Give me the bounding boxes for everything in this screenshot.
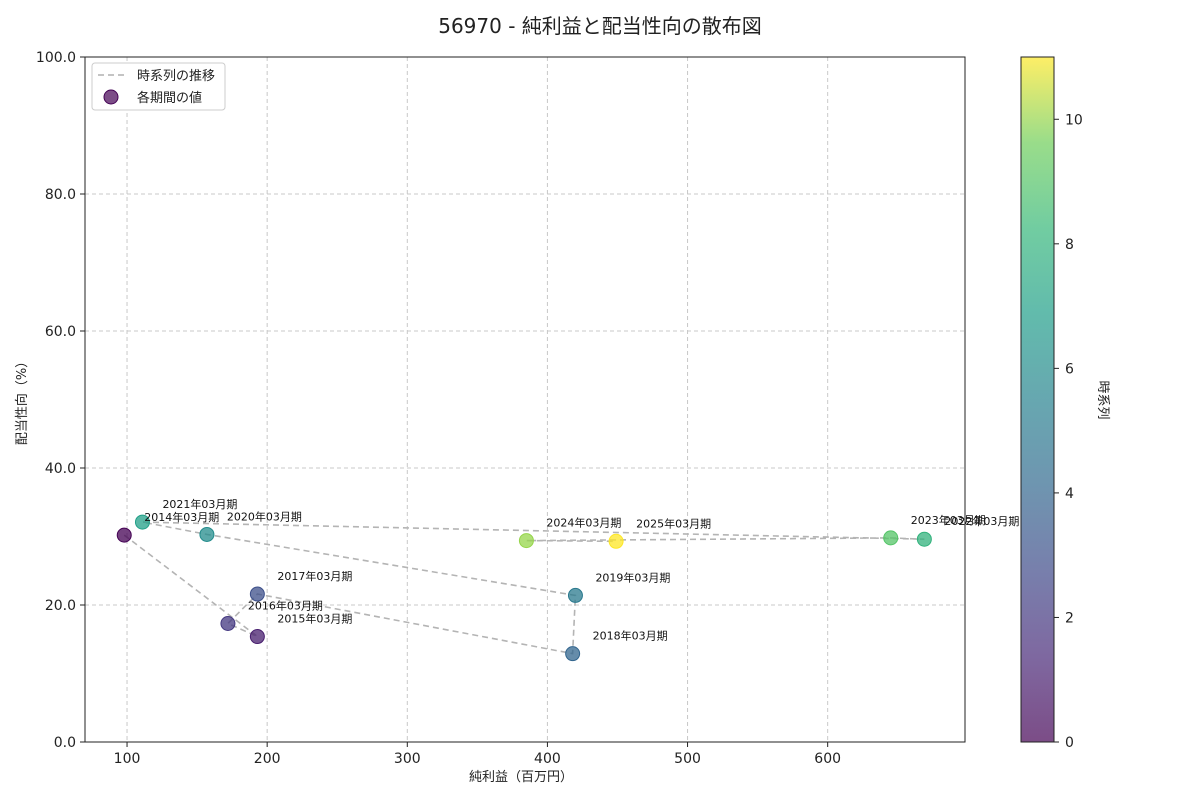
point-label: 2020年03月期 [227, 509, 302, 523]
data-point [220, 615, 236, 631]
colorbar-tick-label: 2 [1065, 610, 1074, 626]
y-tick-label: 40.0 [45, 461, 76, 477]
y-tick-label: 20.0 [45, 598, 76, 614]
point-label: 2014年03月期 [144, 510, 219, 524]
y-tick-label: 60.0 [45, 324, 76, 340]
data-point [199, 526, 215, 542]
legend: 時系列の推移 各期間の値 [91, 62, 226, 111]
x-tick-label: 200 [254, 751, 281, 767]
point-label: 2016年03月期 [248, 598, 323, 612]
data-point [565, 646, 581, 662]
x-tick-label: 100 [114, 751, 141, 767]
legend-scatter-label: 各期間の値 [137, 90, 202, 106]
points-layer [116, 514, 932, 662]
legend-line-label: 時系列の推移 [137, 69, 215, 84]
point-label: 2024年03月期 [546, 516, 621, 530]
colorbar: 0 2 4 6 8 10 時系列 [1020, 56, 1110, 751]
data-point [134, 514, 150, 530]
point-label: 2015年03月期 [277, 612, 352, 626]
data-point [249, 629, 265, 645]
data-point [249, 586, 265, 602]
y-axis: 0.0 20.0 40.0 60.0 80.0 100.0 [36, 50, 85, 751]
data-point [518, 533, 534, 549]
colorbar-tick-label: 4 [1065, 486, 1074, 502]
point-label: 2023年03月期 [911, 513, 986, 527]
point-label: 2018年03月期 [593, 629, 668, 643]
x-axis-label: 純利益（百万円） [469, 770, 573, 785]
x-tick-label: 300 [394, 751, 421, 767]
x-tick-label: 500 [674, 751, 701, 767]
data-point [608, 533, 624, 549]
x-tick-label: 400 [534, 751, 561, 767]
legend-box [91, 62, 226, 111]
data-point [567, 587, 583, 603]
point-label: 2022年03月期 [944, 514, 1019, 528]
point-label: 2025年03月期 [636, 516, 711, 530]
x-tick-label: 600 [814, 751, 841, 767]
data-point [883, 530, 899, 546]
colorbar-gradient [1020, 56, 1055, 743]
colorbar-tick-label: 8 [1065, 237, 1074, 253]
y-tick-label: 100.0 [36, 50, 76, 66]
legend-scatter-swatch [103, 89, 119, 105]
grid [85, 56, 965, 743]
colorbar-label: 時系列 [1095, 380, 1110, 419]
colorbar-tick-label: 10 [1065, 112, 1083, 128]
y-tick-label: 80.0 [45, 187, 76, 203]
y-axis-label: 配当性向（%） [14, 355, 30, 445]
chart-title: 56970 - 純利益と配当性向の散布図 [438, 14, 762, 38]
point-label: 2019年03月期 [595, 570, 670, 584]
x-axis: 100 200 300 400 500 600 [114, 742, 841, 767]
data-point [916, 531, 932, 547]
colorbar-tick-label: 0 [1065, 735, 1074, 751]
colorbar-tick-label: 6 [1065, 361, 1074, 377]
colorbar-ticks: 0 2 4 6 8 10 [1054, 112, 1083, 751]
point-label: 2021年03月期 [162, 497, 237, 511]
point-label: 2017年03月期 [277, 569, 352, 583]
plot-frame [84, 56, 966, 743]
data-point [116, 527, 132, 543]
y-tick-label: 0.0 [54, 735, 76, 751]
